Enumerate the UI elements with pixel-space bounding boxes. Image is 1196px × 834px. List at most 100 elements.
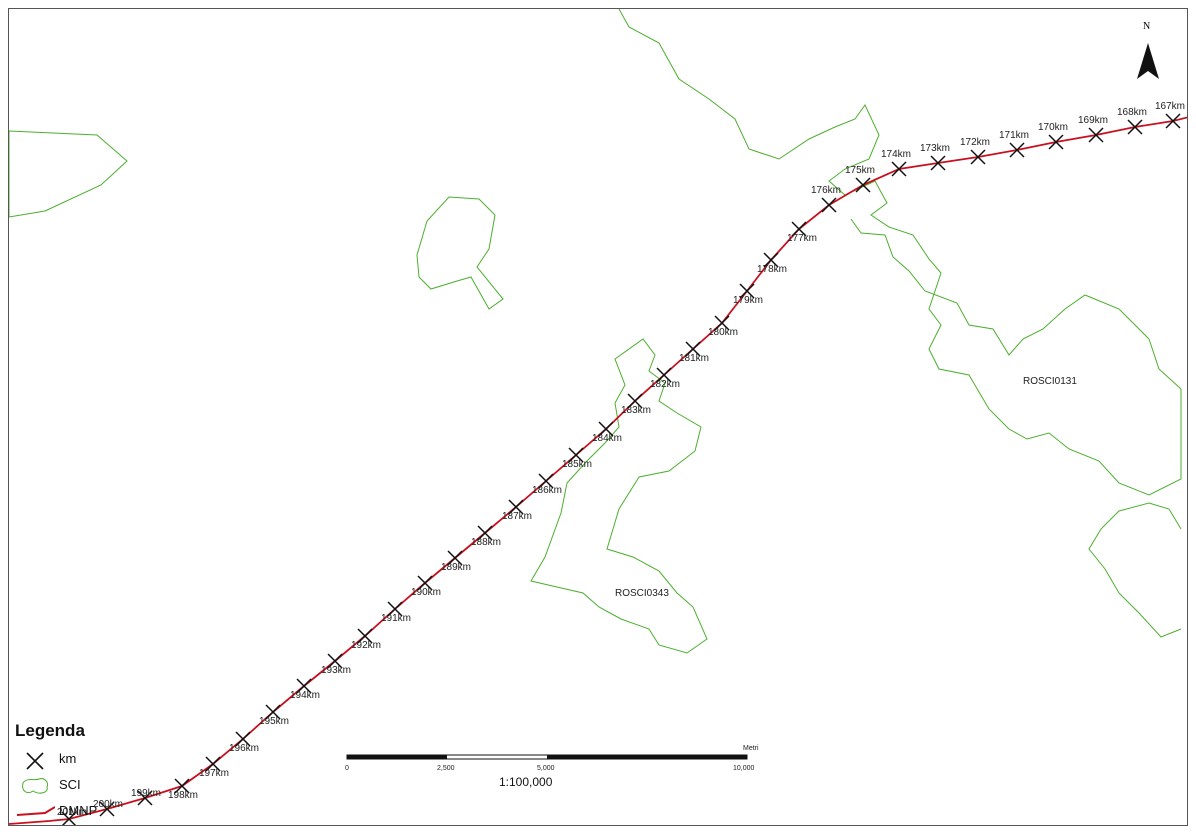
x-marker-stroke — [447, 550, 463, 566]
x-marker-stroke — [61, 811, 77, 825]
x-marker-stroke — [357, 628, 373, 644]
km-label: 176km — [811, 185, 841, 196]
km-marker: 173km — [920, 143, 950, 171]
km-marker: 201km — [57, 807, 87, 825]
legend-item-label: SCI — [59, 777, 81, 792]
km-marker: 188km — [471, 525, 501, 548]
km-marker: 175km — [845, 165, 875, 193]
km-label: 171km — [999, 130, 1029, 141]
km-label: 184km — [592, 433, 622, 444]
legend-item-dmnp: DMNP — [15, 799, 175, 825]
km-label: 198km — [168, 790, 198, 801]
km-label: 182km — [650, 379, 680, 390]
km-label: 185km — [562, 459, 592, 470]
sci-polygon-rosci0343 — [530, 338, 708, 654]
km-marker: 181km — [679, 341, 709, 364]
km-label: 167km — [1155, 101, 1185, 112]
km-label: 180km — [708, 327, 738, 338]
legend-item-label: km — [59, 751, 77, 766]
km-marker: 171km — [999, 130, 1029, 158]
km-marker: 174km — [881, 149, 911, 177]
km-marker: 194km — [290, 678, 320, 701]
km-marker: 172km — [960, 137, 990, 165]
x-marker-stroke — [387, 601, 403, 617]
km-label: 168km — [1117, 107, 1147, 118]
x-marker-stroke — [235, 731, 251, 747]
km-label: 194km — [290, 690, 320, 701]
km-marker: 184km — [592, 421, 622, 444]
km-marker: 180km — [708, 315, 738, 338]
legend: Legenda km SCI DMNP — [15, 721, 175, 825]
x-marker-stroke — [265, 704, 281, 720]
km-label: 199km — [131, 788, 161, 799]
km-marker: 185km — [562, 447, 592, 470]
x-marker-stroke — [296, 678, 312, 694]
km-label: 179km — [733, 295, 763, 306]
north-arrow: N — [1133, 21, 1163, 91]
km-marker: 195km — [259, 704, 289, 727]
x-marker-stroke — [739, 283, 755, 299]
km-marker: 182km — [650, 367, 680, 390]
x-marker-stroke — [538, 473, 554, 489]
x-marker-stroke — [627, 393, 643, 409]
km-label: 192km — [351, 640, 381, 651]
x-marker-stroke — [327, 653, 343, 669]
x-marker-stroke — [598, 421, 614, 437]
km-marker: 176km — [811, 185, 841, 213]
km-marker: 177km — [787, 221, 817, 244]
km-label: 183km — [621, 405, 651, 416]
legend-item-sci: SCI — [15, 773, 175, 799]
legend-item-km: km — [15, 747, 175, 773]
sci-area-label: ROSCI0131 — [1023, 376, 1077, 387]
km-label: 173km — [920, 143, 950, 154]
x-marker-stroke — [205, 756, 221, 772]
x-marker-stroke — [855, 177, 871, 193]
x-marker-stroke — [99, 801, 115, 817]
sci-area-label: ROSCI0343 — [615, 588, 669, 599]
km-marker: 198km — [168, 778, 198, 801]
km-marker: 167km — [1155, 101, 1185, 129]
sci-label-layer: ROSCI0131 ROSCI0343 — [615, 376, 1077, 599]
polygon-icon — [22, 778, 48, 794]
km-label: 175km — [845, 165, 875, 176]
north-label: N — [1143, 21, 1151, 32]
km-label: 174km — [881, 149, 911, 160]
x-marker-stroke — [1009, 142, 1025, 158]
km-label: 181km — [679, 353, 709, 364]
x-marker-stroke — [1048, 134, 1064, 150]
scale-tick-label: 10,000 — [733, 765, 755, 772]
sci-polygon-left — [9, 130, 128, 218]
x-marker-stroke — [714, 315, 730, 331]
km-marker: 199km — [131, 788, 161, 806]
km-marker-layer: 167km 168km 169km 170km 171km 172km 173km 174km… — [57, 101, 1185, 825]
x-marker-stroke — [821, 197, 837, 213]
route-layer — [9, 116, 1187, 825]
x-marker-stroke — [568, 447, 584, 463]
legend-title: Legenda — [15, 721, 85, 740]
x-marker-stroke — [1088, 127, 1104, 143]
km-label: 193km — [321, 665, 351, 676]
x-marker-stroke — [417, 575, 433, 591]
scale-unit: Metri — [743, 745, 759, 752]
km-label: 189km — [441, 562, 471, 573]
map-canvas[interactable]: 167km 168km 169km 170km 171km 172km 173km 174km… — [9, 9, 1188, 826]
x-marker-stroke — [477, 525, 493, 541]
km-marker: 189km — [441, 550, 471, 573]
km-label: 178km — [757, 264, 787, 275]
x-marker-stroke — [137, 790, 153, 806]
km-marker: 192km — [351, 628, 381, 651]
sci-polygons — [9, 9, 1182, 654]
map-frame: 167km 168km 169km 170km 171km 172km 173km 174km… — [8, 8, 1188, 826]
km-marker: 169km — [1078, 115, 1108, 143]
x-marker-stroke — [970, 149, 986, 165]
dmnp-route-line — [9, 116, 1187, 825]
km-label: 197km — [199, 768, 229, 779]
km-label: 172km — [960, 137, 990, 148]
scale-tick-label: 0 — [345, 765, 349, 772]
scale-bar-graphic — [346, 754, 748, 760]
scale-tick-label: 5,000 — [537, 765, 555, 772]
km-marker: 190km — [411, 575, 441, 598]
km-label: 190km — [411, 587, 441, 598]
x-marker-stroke — [930, 155, 946, 171]
legend-item-label: DMNP — [59, 803, 98, 818]
